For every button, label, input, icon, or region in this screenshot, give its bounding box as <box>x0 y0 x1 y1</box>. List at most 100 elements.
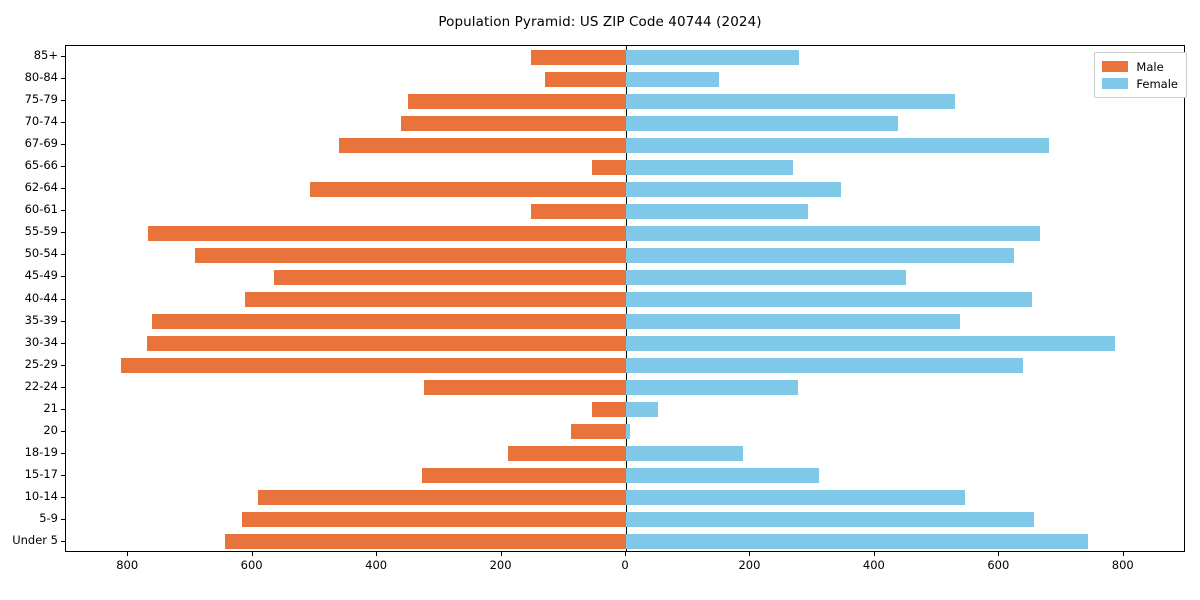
x-axis-tick-mark <box>749 552 751 556</box>
bar-male-60-61 <box>531 203 626 219</box>
y-axis-tick-label: 35-39 <box>24 312 58 327</box>
y-axis-tick-mark <box>61 210 65 211</box>
x-axis-tick-mark <box>500 552 502 556</box>
bar-male-15-17 <box>421 468 626 484</box>
bar-female-35-39 <box>626 314 961 330</box>
y-axis-tick-label: 18-19 <box>24 444 58 459</box>
bar-female-67-69 <box>626 137 1050 153</box>
y-axis-tick-mark <box>61 144 65 145</box>
legend-item-male[interactable]: Male <box>1102 58 1178 75</box>
bar-female-30-34 <box>626 336 1116 352</box>
y-axis-tick-label: 55-59 <box>24 224 58 239</box>
legend-item-female[interactable]: Female <box>1102 75 1178 92</box>
y-axis-tick-mark <box>61 431 65 432</box>
bar-female-18-19 <box>626 446 743 462</box>
bar-female-10-14 <box>626 490 966 506</box>
bar-male-18-19 <box>507 446 626 462</box>
bar-female-80-84 <box>626 71 720 87</box>
y-axis-tick-mark <box>61 365 65 366</box>
x-axis-tick-label: 200 <box>489 558 512 572</box>
x-axis-tick-label: 600 <box>987 558 1010 572</box>
bar-male-40-44 <box>245 292 626 307</box>
bar-female-50-54 <box>626 247 1014 263</box>
chart-legend: Male Female <box>1094 52 1187 98</box>
page-title: Population Pyramid: US ZIP Code 40744 (2… <box>438 14 762 30</box>
x-axis-tick-label: 800 <box>1111 558 1134 572</box>
bar-male-35-39 <box>151 314 626 330</box>
bar-female-20 <box>626 424 630 440</box>
y-axis-tick-mark <box>61 276 65 277</box>
bar-female-70-74 <box>626 115 898 131</box>
y-axis-tick-label: 5-9 <box>39 510 58 525</box>
x-axis-tick-label: 800 <box>116 558 139 572</box>
x-axis-tick-mark <box>376 552 378 556</box>
y-axis-tick-label: 75-79 <box>24 92 58 107</box>
bar-male-85- <box>531 49 626 65</box>
y-axis-tick-label: 65-66 <box>24 158 58 173</box>
x-axis-tick-mark <box>251 552 253 556</box>
y-axis-tick-label: Under 5 <box>12 532 58 547</box>
bar-male-55-59 <box>148 225 626 241</box>
bar-male-67-69 <box>338 137 626 153</box>
y-axis-tick-mark <box>61 232 65 233</box>
x-axis-tick-mark <box>625 552 626 556</box>
bar-female-21 <box>626 402 659 418</box>
bar-male-under-5 <box>224 534 626 550</box>
bar-female-25-29 <box>626 358 1023 374</box>
bar-male-80-84 <box>545 71 626 87</box>
y-axis-tick-mark <box>61 519 65 520</box>
y-axis-tick-label: 70-74 <box>24 114 58 129</box>
bar-female-15-17 <box>626 468 819 484</box>
bar-female-45-49 <box>626 269 906 285</box>
bar-male-10-14 <box>257 490 626 506</box>
y-axis-tick-label: 30-34 <box>24 334 58 349</box>
bar-male-75-79 <box>408 93 626 109</box>
bar-male-20 <box>571 424 626 440</box>
y-axis-tick-mark <box>61 56 65 57</box>
legend-swatch-female <box>1102 78 1129 89</box>
y-axis-tick-mark <box>61 475 65 476</box>
bar-male-70-74 <box>400 115 626 131</box>
bar-male-65-66 <box>591 159 626 175</box>
x-axis-tick-mark <box>1122 552 1124 556</box>
y-axis-tick-label: 21 <box>43 400 58 415</box>
y-axis-tick-mark <box>61 453 65 454</box>
bar-female-85- <box>626 49 799 65</box>
x-axis-tick-mark <box>873 552 875 556</box>
legend-swatch-male <box>1102 61 1129 72</box>
y-axis-tick-label: 67-69 <box>24 136 58 151</box>
y-axis-tick-mark <box>61 321 65 322</box>
y-axis-tick-label: 20 <box>43 422 58 437</box>
y-axis-tick-mark <box>61 78 65 79</box>
bar-female-5-9 <box>626 512 1034 528</box>
y-axis-tick-label: 25-29 <box>24 356 58 371</box>
y-axis-tick-label: 85+ <box>33 48 58 63</box>
bar-male-22-24 <box>424 380 626 396</box>
y-axis-tick-label: 22-24 <box>24 378 58 393</box>
bar-male-62-64 <box>309 181 626 197</box>
y-axis-tick-mark <box>61 299 65 300</box>
bar-female-62-64 <box>626 181 841 197</box>
y-axis-tick-label: 60-61 <box>24 202 58 217</box>
y-axis-tick-mark <box>61 541 65 542</box>
x-axis-tick-label: 400 <box>365 558 388 572</box>
y-axis-tick-mark <box>61 343 65 344</box>
bar-female-under-5 <box>626 534 1088 550</box>
x-axis-tick-label: 600 <box>240 558 263 572</box>
x-axis-tick-label: 0 <box>621 558 629 572</box>
bar-male-45-49 <box>274 269 626 285</box>
bar-female-65-66 <box>626 159 793 175</box>
y-axis-tick-label: 80-84 <box>24 70 58 85</box>
bar-male-5-9 <box>242 512 626 528</box>
bar-male-21 <box>591 402 626 418</box>
y-axis-tick-mark <box>61 254 65 255</box>
y-axis-tick-mark <box>61 188 65 189</box>
x-axis-tick-mark <box>998 552 1000 556</box>
y-axis-tick-label: 15-17 <box>24 466 58 481</box>
y-axis-tick-mark <box>61 100 65 101</box>
bar-male-50-54 <box>195 247 626 263</box>
bar-female-40-44 <box>626 292 1033 307</box>
bar-male-25-29 <box>120 358 626 374</box>
y-axis-tick-mark <box>61 122 65 123</box>
